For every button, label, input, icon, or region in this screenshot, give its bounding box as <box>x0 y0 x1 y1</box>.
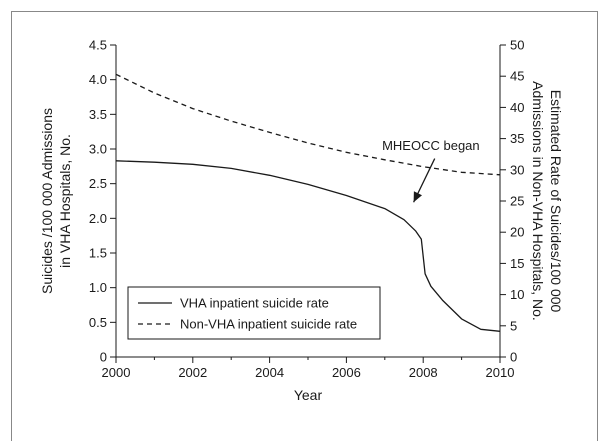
y-axis-right-title-line: Estimated Rate of Suicides/100 000 <box>548 90 564 313</box>
y-left-tick-label: 1.0 <box>89 280 107 295</box>
y-axis-right-title: Estimated Rate of Suicides/100 000Admiss… <box>530 81 564 321</box>
y-right-tick-label: 40 <box>510 100 524 115</box>
y-left-tick-label: 0 <box>100 350 107 365</box>
non-vha-series-line <box>115 73 501 176</box>
x-tick-label: 2006 <box>332 365 361 380</box>
annotation-label: MHEOCC began <box>382 138 480 153</box>
y-left-tick-label: 1.5 <box>89 246 107 261</box>
legend-entry-label: Non-VHA inpatient suicide rate <box>180 317 357 332</box>
y-right-tick-label: 30 <box>510 162 524 177</box>
y-axis-left-title-line: in VHA Hospitals, No. <box>57 134 73 268</box>
legend-box <box>127 286 381 340</box>
y-axis-right-title-line: Admissions in Non-VHA Hospitals, No. <box>530 81 546 321</box>
y-left-tick-label: 4.5 <box>89 38 107 53</box>
x-tick-label: 2008 <box>409 365 438 380</box>
y-right-tick-label: 25 <box>510 194 524 209</box>
y-axis-left-title: Suicides /100 000 Admissions in VHA Hospi… <box>39 108 73 294</box>
legend-entry-label: VHA inpatient suicide rate <box>180 296 329 311</box>
x-axis-title: Year <box>294 387 323 403</box>
y-right-tick-label: 50 <box>510 38 524 53</box>
annotation-arrow-head <box>413 191 423 203</box>
axes: 2000 2002 2004 2006 2008 201000.51.01.52.02.5… <box>39 38 564 404</box>
annotation: MHEOCC began <box>382 138 480 203</box>
y-right-tick-label: 35 <box>510 131 524 146</box>
y-right-tick-label: 0 <box>510 350 517 365</box>
y-right-tick-label: 5 <box>510 318 517 333</box>
figure-frame <box>11 11 598 441</box>
y-right-tick-label: 20 <box>510 225 524 240</box>
y-left-tick-label: 2.5 <box>89 176 107 191</box>
x-tick-label: 2000 <box>102 365 131 380</box>
series-lines <box>115 73 501 332</box>
x-tick-label: 2010 <box>486 365 515 380</box>
y-right-tick-label: 45 <box>510 69 524 84</box>
y-right-tick-label: 10 <box>510 287 524 302</box>
y-axis-left-title-line: Suicides /100 000 Admissions <box>39 108 55 294</box>
vha-series-line <box>115 160 501 332</box>
y-left-tick-label: 4.0 <box>89 72 107 87</box>
x-tick-label: 2002 <box>178 365 207 380</box>
y-left-tick-label: 3.0 <box>89 142 107 157</box>
x-tick-label: 2004 <box>255 365 284 380</box>
y-right-tick-label: 15 <box>510 256 524 271</box>
y-left-tick-label: 0.5 <box>89 315 107 330</box>
legend: VHA inpatient suicide rate Non-VHA inpati… <box>127 286 381 340</box>
y-left-tick-label: 2.0 <box>89 211 107 226</box>
y-left-tick-label: 3.5 <box>89 107 107 122</box>
